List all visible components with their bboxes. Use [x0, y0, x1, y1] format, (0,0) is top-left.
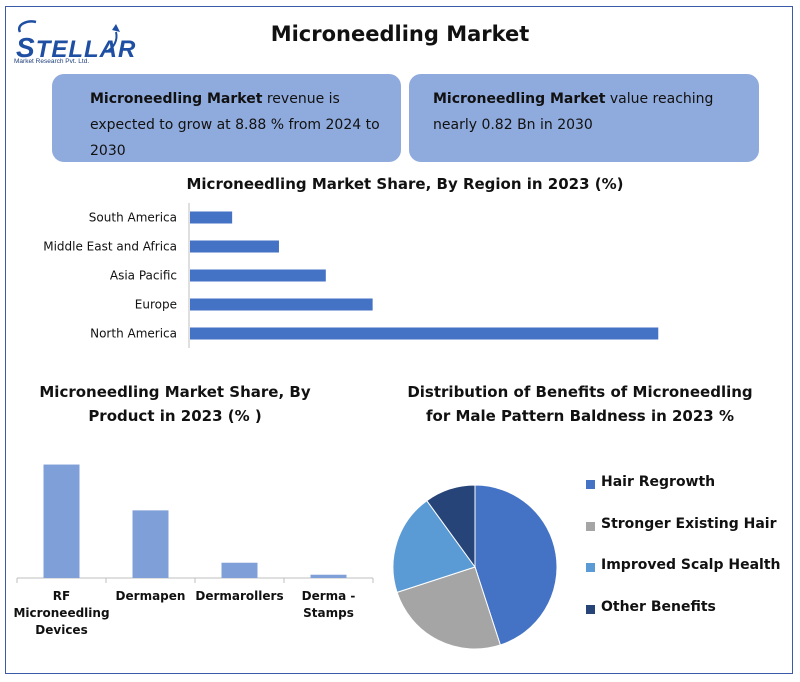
- callout-1-bold: Microneedling Market: [90, 91, 263, 107]
- legend-swatch: [586, 563, 595, 572]
- callout-1-line-3: 2030: [90, 143, 126, 159]
- product-tick-label: RF: [53, 589, 70, 603]
- legend-label: Other Benefits: [601, 598, 716, 615]
- product-tick-label: Microneedling: [13, 606, 109, 620]
- infographic-frame: [5, 6, 793, 674]
- stellar-logo: STELLAR Market Research Pvt. Ltd.: [14, 18, 137, 68]
- product-tick-label: Devices: [35, 623, 87, 637]
- pie-slice: [474, 484, 558, 646]
- callout-2-line-2: nearly 0.82 Bn in 2030: [433, 117, 593, 133]
- region-bar: [190, 240, 279, 253]
- region-tick-label: Asia Pacific: [110, 269, 177, 283]
- product-bar: [310, 574, 347, 578]
- benefit-title-line-1: Distribution of Benefits of Microneedlin…: [407, 383, 753, 401]
- region-bar: [190, 327, 659, 340]
- product-bar: [43, 464, 80, 578]
- page-title: Microneedling Market: [270, 22, 530, 46]
- region-tick-label: North America: [90, 327, 177, 341]
- logo-subtitle: Market Research Pvt. Ltd.: [14, 58, 90, 65]
- callout-2-line-1: value reaching: [605, 91, 714, 107]
- callout-2-bold: Microneedling Market: [433, 91, 606, 107]
- benefit-legend: Hair Regrowth Stronger Existing Hair Impro…: [586, 474, 786, 640]
- legend-swatch: [586, 604, 595, 614]
- product-title-line-2: Product in 2023 (% ): [88, 407, 262, 425]
- legend-label: Stronger Existing Hair: [601, 515, 777, 532]
- legend-item: Other Benefits: [586, 599, 786, 641]
- logo-word-rest: TELLAR: [35, 36, 137, 63]
- callout-1-line-1: revenue is: [262, 91, 340, 107]
- product-bar: [132, 510, 169, 578]
- region-tick-label: Middle East and Africa: [43, 240, 177, 254]
- region-tick-label: South America: [89, 211, 177, 225]
- legend-swatch: [586, 480, 595, 489]
- legend-item: Improved Scalp Health: [586, 557, 786, 599]
- region-chart-title: Microneedling Market Share, By Region in…: [186, 175, 624, 193]
- product-tick-label: Derma -: [302, 589, 356, 603]
- region-bar: [190, 211, 233, 224]
- legend-item: Stronger Existing Hair: [586, 516, 786, 558]
- market-value-callout: Microneedling Market value reaching near…: [409, 74, 759, 162]
- pie-slice: [426, 484, 476, 569]
- product-tick-label: Dermarollers: [195, 589, 283, 603]
- product-tick-label: Dermapen: [116, 589, 186, 603]
- pie-slice: [396, 566, 501, 650]
- region-tick-label: Europe: [135, 298, 177, 312]
- legend-item: Hair Regrowth: [586, 474, 786, 516]
- callout-1-line-2: expected to grow at 8.88 % from 2024 to: [90, 117, 380, 133]
- logo-word: STELLAR: [16, 32, 137, 63]
- logo-swoosh-icon: [17, 20, 120, 53]
- product-tick-label: Stamps: [303, 606, 354, 620]
- benefit-title-line-2: for Male Pattern Baldness in 2023 %: [426, 407, 734, 425]
- product-bar: [221, 562, 258, 578]
- revenue-growth-callout: Microneedling Market revenue is expected…: [52, 74, 401, 162]
- legend-label: Hair Regrowth: [601, 474, 716, 490]
- product-chart-title: Microneedling Market Share, By Product i…: [30, 380, 320, 428]
- product-title-line-1: Microneedling Market Share, By: [39, 383, 311, 401]
- region-bar: [190, 269, 326, 282]
- legend-swatch: [586, 521, 595, 531]
- region-bar: [190, 298, 373, 311]
- legend-label: Improved Scalp Health: [601, 557, 781, 573]
- pie-slice: [392, 499, 476, 593]
- benefit-chart-title: Distribution of Benefits of Microneedlin…: [405, 380, 755, 428]
